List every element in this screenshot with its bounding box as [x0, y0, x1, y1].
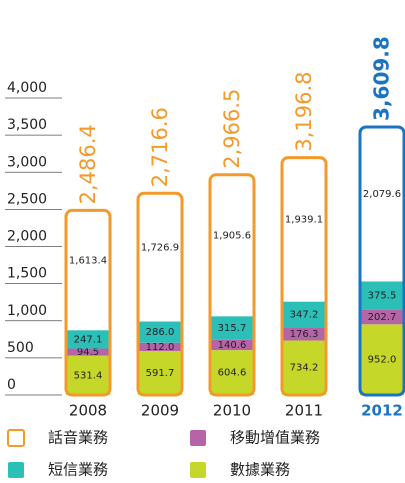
y-tick-label: 4,000: [7, 80, 47, 96]
bar-segment: [138, 321, 182, 343]
total-label: 2,716.6: [148, 107, 172, 187]
value-label: 1,939.1: [285, 215, 323, 226]
legend-swatch: [190, 430, 206, 446]
y-tick-label: 2,000: [7, 229, 47, 245]
bar-segment: [210, 350, 254, 395]
bar-segment: [66, 348, 110, 356]
bar-segment: [138, 351, 182, 395]
y-tick-label: 500: [7, 340, 34, 356]
value-label: 140.6: [218, 340, 247, 351]
legend-label: 數據業務: [230, 461, 290, 479]
bar-segment: [282, 340, 326, 395]
y-tick-label: 3,500: [7, 117, 47, 133]
value-label: 202.7: [368, 312, 397, 323]
value-label: 1,726.9: [141, 242, 179, 253]
x-tick-label: 2009: [141, 402, 179, 420]
bar-segment: [66, 355, 110, 395]
y-tick-label: 0: [7, 377, 16, 393]
legend-swatch: [190, 462, 206, 478]
y-tick-label: 1,000: [7, 303, 47, 319]
value-label: 315.7: [218, 323, 247, 334]
bar-segment: [66, 210, 110, 331]
value-label: 1,613.4: [69, 255, 107, 266]
legend-label: 短信業務: [48, 461, 108, 479]
value-label: 176.3: [290, 329, 319, 340]
value-label: 286.0: [146, 327, 175, 338]
value-label: 604.6: [218, 368, 247, 379]
x-tick-label: 2011: [285, 402, 323, 420]
value-label: 531.4: [74, 370, 103, 381]
value-label: 347.2: [290, 310, 319, 321]
bar-segment: [138, 193, 182, 322]
legend-swatch: [8, 462, 24, 478]
bar-segment: [360, 126, 404, 282]
value-label: 1,905.6: [213, 230, 251, 241]
bar-segment: [360, 324, 404, 395]
bar-segment: [210, 174, 254, 317]
bar-outline: [208, 173, 256, 397]
value-label: 94.5: [77, 347, 99, 358]
bar-segment: [360, 309, 404, 325]
value-label: 2,079.6: [363, 189, 401, 200]
value-label: 112.0: [146, 342, 175, 353]
bar-outline: [280, 156, 328, 397]
legend-label: 移動增值業務: [230, 429, 320, 447]
total-label: 2,486.4: [76, 124, 100, 204]
total-label: 3,609.8: [370, 36, 394, 121]
bar-outline: [358, 125, 405, 397]
total-label: 3,196.8: [292, 71, 316, 151]
legend-label: 話音業務: [48, 429, 108, 447]
bar-segment: [282, 157, 326, 302]
bar-outline: [136, 191, 184, 397]
bar-segment: [282, 301, 326, 328]
bar-segment: [282, 327, 326, 341]
value-label: 375.5: [368, 290, 397, 301]
x-tick-label: 2010: [213, 402, 251, 420]
y-tick-label: 1,500: [7, 266, 47, 282]
bar-segment: [360, 281, 404, 310]
legend-swatch: [7, 429, 25, 447]
bar-segment: [66, 330, 110, 349]
total-label: 2,966.5: [220, 89, 244, 169]
bar-outline: [64, 208, 112, 397]
x-tick-label: 2012: [361, 402, 403, 420]
value-label: 952.0: [368, 355, 397, 366]
value-label: 247.1: [74, 334, 103, 345]
y-tick-label: 3,000: [7, 154, 47, 170]
x-tick-label: 2008: [69, 402, 107, 420]
bar-segment: [210, 316, 254, 340]
bar-segment: [210, 339, 254, 351]
value-label: 591.7: [146, 368, 175, 379]
y-tick-label: 2,500: [7, 191, 47, 207]
value-label: 734.2: [290, 363, 319, 374]
bar-segment: [138, 342, 182, 352]
